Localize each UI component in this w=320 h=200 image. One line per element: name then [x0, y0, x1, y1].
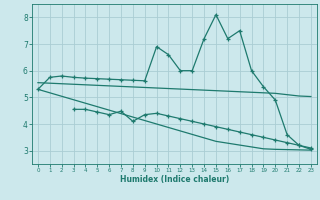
X-axis label: Humidex (Indice chaleur): Humidex (Indice chaleur): [120, 175, 229, 184]
